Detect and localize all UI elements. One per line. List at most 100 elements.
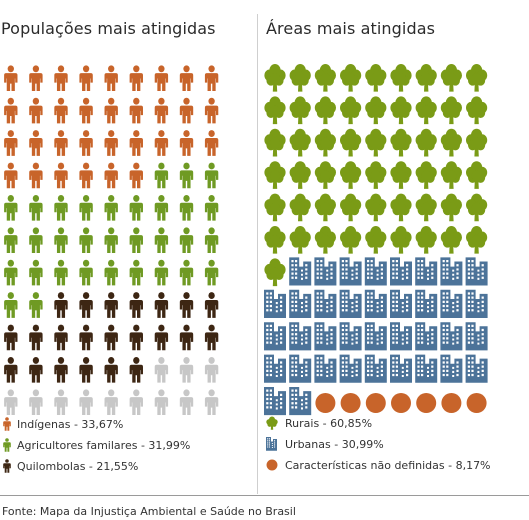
tree-icon-rurais — [415, 128, 437, 157]
person-icon-indefinido — [29, 389, 43, 416]
person-icon-indigenas — [204, 97, 219, 124]
person-icon-indigenas — [154, 130, 169, 156]
person-icon-quilombolas — [104, 356, 118, 383]
tree-icon-rurais — [390, 96, 412, 125]
person-icon-agricultores-familares — [4, 259, 18, 286]
person-icon-agricultores-familares — [129, 194, 143, 221]
tree-icon-rurais — [466, 161, 488, 189]
tree-icon-rurais — [390, 226, 412, 254]
person-icon-indigenas — [154, 97, 169, 124]
person-icon-indigenas — [104, 162, 118, 189]
person-icon-indefinido — [104, 389, 118, 416]
person-icon-agricultores-familares — [179, 162, 194, 189]
areas-panel: Áreas mais atingidas Rurais - 60,85% Urb… — [259, 0, 529, 495]
person-icon-indigenas — [29, 130, 43, 156]
person-icon-indigenas — [79, 130, 93, 156]
building-icon-urbanas — [264, 322, 286, 351]
building-icon-urbanas — [440, 354, 463, 383]
tree-icon-rurais — [390, 193, 412, 222]
legend-label-urbanas: Urbanas - 30,99% — [285, 438, 384, 451]
person-icon-agricultores-familares — [4, 194, 18, 221]
person-icon-quilombolas — [79, 324, 93, 351]
tree-icon-rurais — [314, 161, 336, 189]
person-icon-indigenas — [29, 97, 43, 124]
tree-icon-rurais — [415, 193, 437, 222]
tree-icon-rurais — [466, 64, 488, 92]
legend-label-nao-definidas: Características não definidas - 8,17% — [285, 459, 491, 472]
person-icon-quilombolas — [154, 292, 169, 318]
building-icon — [266, 437, 277, 451]
person-icon-indigenas — [79, 162, 93, 189]
tree-icon-rurais — [365, 193, 387, 222]
person-icon-indigenas — [104, 65, 118, 92]
tree-icon-rurais — [365, 226, 387, 254]
building-icon-urbanas — [465, 322, 488, 351]
building-icon-urbanas — [289, 354, 312, 383]
person-icon-quilombolas — [29, 356, 43, 383]
person-icon-indefinido — [179, 356, 194, 383]
person-icon-indigenas — [179, 130, 194, 156]
building-icon-urbanas — [264, 387, 286, 416]
person-icon-agricultores-familares — [154, 194, 169, 221]
tree-icon-rurais — [314, 128, 336, 157]
person-icon-indigenas — [54, 97, 68, 124]
building-icon-urbanas — [289, 257, 312, 286]
person-icon-quilombolas — [129, 356, 143, 383]
person-icon-quilombolas — [54, 356, 68, 383]
footer-divider — [0, 495, 529, 496]
building-icon-urbanas — [364, 289, 387, 318]
circle-icon-caracteristicas-nao-definidas — [441, 393, 462, 413]
building-icon-urbanas — [339, 257, 362, 286]
person-icon-indefinido — [204, 356, 219, 383]
tree-icon-rurais — [289, 161, 311, 189]
legend-label-indigenas: Indígenas - 33,67% — [17, 418, 124, 431]
person-icon-indefinido — [129, 389, 143, 416]
person-icon-quilombolas — [179, 292, 194, 318]
building-icon-urbanas — [339, 322, 362, 351]
tree-icon-rurais — [440, 64, 462, 92]
person-icon-quilombolas — [204, 324, 219, 351]
person-icon-agricultores-familares — [179, 227, 194, 254]
building-icon-urbanas — [415, 354, 438, 383]
person-icon-indefinido — [4, 389, 18, 416]
tree-icon-rurais — [314, 193, 336, 222]
person-icon-agricultores-familares — [54, 194, 68, 221]
person-icon — [3, 459, 11, 473]
tree-icon-rurais — [289, 226, 311, 254]
person-icon-indefinido — [179, 389, 194, 416]
person-icon-indigenas — [54, 162, 68, 189]
tree-icon-rurais — [466, 193, 488, 222]
building-icon-urbanas — [264, 289, 286, 318]
person-icon-agricultores-familares — [4, 227, 18, 254]
building-icon-urbanas — [264, 354, 286, 383]
person-icon-indefinido — [79, 389, 93, 416]
person-icon-agricultores-familares — [54, 259, 68, 286]
person-icon-agricultores-familares — [104, 259, 118, 286]
tree-icon-rurais — [264, 193, 286, 222]
person-icon-quilombolas — [29, 324, 43, 351]
circle-icon-caracteristicas-nao-definidas — [416, 393, 437, 413]
person-icon-agricultores-familares — [154, 259, 169, 286]
person-icon-indigenas — [204, 130, 219, 156]
tree-icon-rurais — [466, 96, 488, 125]
person-icon-indigenas — [79, 65, 93, 92]
populations-panel: Populações mais atingidas Indígenas - 33… — [0, 0, 258, 495]
person-icon-quilombolas — [79, 292, 93, 318]
source-note: Fonte: Mapa da Injustiça Ambiental e Saú… — [2, 505, 296, 518]
person-icon-indigenas — [179, 97, 194, 124]
person-icon-indigenas — [104, 130, 118, 156]
tree-icon-rurais — [340, 64, 362, 92]
person-icon-indigenas — [179, 65, 194, 92]
building-icon-urbanas — [314, 322, 337, 351]
tree-icon-rurais — [440, 161, 462, 189]
person-icon-indigenas — [29, 162, 43, 189]
person-icon-indefinido — [54, 389, 68, 416]
person-icon-agricultores-familares — [54, 227, 68, 254]
person-icon-indigenas — [104, 97, 118, 124]
tree-icon-rurais — [264, 161, 286, 189]
legend-label-quilombolas: Quilombolas - 21,55% — [17, 460, 139, 473]
legend-label-agricultores: Agricultores familares - 31,99% — [17, 439, 191, 452]
tree-icon-rurais — [340, 128, 362, 157]
tree-icon-rurais — [314, 64, 336, 92]
tree-icon-rurais — [440, 96, 462, 125]
